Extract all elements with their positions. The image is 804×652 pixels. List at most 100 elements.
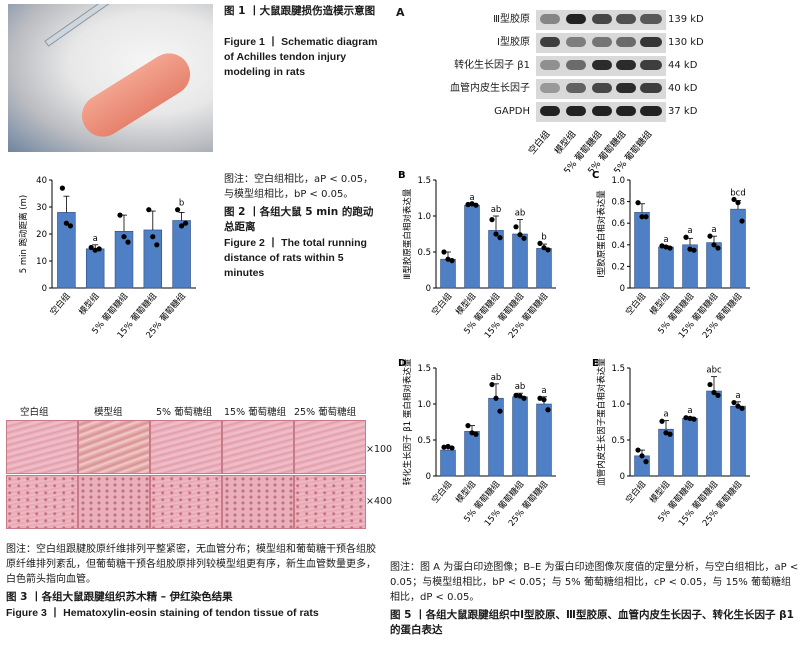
figure2-title-cn: 图 2 丨各组大鼠 5 min 的跑动总距离 — [224, 206, 374, 233]
he-image-15pct-100x — [222, 420, 294, 474]
y-tick-label: 1.5 — [611, 364, 625, 374]
significance-label: ab — [515, 382, 526, 392]
y-tick-label: 0 — [426, 284, 431, 294]
data-point — [175, 207, 181, 213]
data-point — [541, 245, 547, 251]
data-point — [707, 381, 713, 388]
data-point — [711, 242, 717, 248]
y-tick-label: 0.5 — [417, 436, 431, 446]
data-point — [154, 242, 160, 248]
mag-100x: ×100 — [366, 444, 393, 455]
data-point — [735, 403, 741, 409]
data-point — [493, 395, 499, 401]
bar — [85, 248, 105, 289]
significance-label: b — [541, 232, 546, 242]
blot-label-col1: Ⅰ型胶原 — [497, 37, 530, 48]
data-point — [473, 431, 479, 437]
x-tick-label: 空白组 — [48, 290, 73, 317]
blot-group-labels: 空白组 模型组 5% 葡萄糖组 15% 葡萄糖组 25% 葡萄糖组 — [526, 128, 655, 172]
blot-kd-gapdh: 37 kD — [668, 106, 698, 117]
significance-label: a — [541, 386, 546, 396]
data-point — [635, 200, 641, 206]
data-point — [711, 389, 717, 396]
data-point — [663, 430, 669, 436]
data-point — [545, 407, 551, 413]
data-point — [667, 245, 673, 251]
y-tick-label: 1.0 — [611, 400, 625, 410]
blot-kd-tgfb1: 44 kD — [668, 60, 698, 71]
data-point — [469, 430, 475, 436]
data-point — [691, 416, 697, 422]
data-point — [735, 200, 741, 206]
significance-label: a — [663, 235, 668, 245]
mag-400x: ×400 — [366, 496, 393, 507]
significance-label: a — [687, 226, 692, 236]
data-point — [537, 240, 543, 246]
y-tick-label: 20 — [36, 230, 47, 240]
data-point — [513, 224, 519, 230]
panel-letter: B — [398, 170, 406, 181]
rat-tail — [73, 45, 199, 145]
y-tick-label: 0.6 — [611, 219, 625, 229]
data-point — [88, 244, 94, 251]
data-point — [659, 418, 665, 424]
data-point — [117, 212, 123, 218]
data-point — [441, 249, 447, 255]
y-tick-label: 0.8 — [611, 198, 625, 208]
y-axis-label: Ⅲ型胶原蛋白相对表达量 — [402, 188, 413, 279]
data-point — [445, 256, 451, 262]
significance-label: a — [663, 410, 668, 420]
data-point — [537, 395, 543, 401]
data-point — [739, 218, 745, 224]
y-axis-label: 5 min 跑动距离 (m) — [18, 195, 29, 273]
bar — [658, 246, 674, 289]
he-col-4: 25% 葡萄糖组 — [294, 407, 357, 418]
he-col-1: 模型组 — [94, 407, 123, 418]
blot-kd-col1: 130 kD — [668, 37, 704, 48]
figure5-title-cn: 图 5 丨各组大鼠跟腱组织中Ⅰ型胶原、Ⅲ型胶原、血管内皮生长因子、转化生长因子 … — [390, 609, 794, 636]
data-point — [125, 239, 131, 245]
x-tick-label: 空白组 — [623, 478, 648, 505]
blot-image — [536, 10, 666, 122]
data-point — [517, 393, 523, 399]
bar — [440, 449, 456, 477]
bar — [706, 390, 722, 477]
data-point — [691, 247, 697, 253]
figure3-note: 图注：空白组跟腱胶原纤维排列平整紧密，无血管分布；模型组和葡萄糖干预各组胶原纤维… — [6, 544, 376, 585]
figure1-title-cn: 图 1 丨大鼠跟腱损伤造模示意图 — [224, 5, 376, 17]
x-tick-label: 空白组 — [429, 478, 454, 505]
y-axis-label: Ⅰ型胶原蛋白相对表达量 — [596, 190, 607, 278]
he-col-2: 5% 葡萄糖组 — [156, 407, 213, 418]
x-tick-label: 空白组 — [623, 290, 648, 317]
bar — [536, 403, 552, 477]
y-tick-label: 0 — [42, 284, 47, 294]
bar — [682, 418, 698, 477]
significance-label: a — [93, 234, 98, 244]
y-tick-label: 0.5 — [417, 248, 431, 258]
bar — [512, 233, 528, 289]
western-blot: Ⅲ型胶原 Ⅰ型胶原 转化生长因子 β1 血管内皮生长因子 GAPDH 139 k… — [400, 8, 800, 172]
data-point — [497, 235, 503, 241]
he-image-5pct-100x — [150, 420, 222, 474]
x-tick-label: 模型组 — [647, 290, 672, 317]
bar — [730, 208, 746, 289]
bar — [634, 455, 650, 477]
y-tick-label: 0.2 — [611, 262, 625, 272]
y-tick-label: 1.0 — [417, 400, 431, 410]
data-point — [663, 244, 669, 250]
y-tick-label: 0.5 — [611, 436, 625, 446]
panel-letter: C — [592, 170, 599, 181]
data-point — [715, 245, 721, 251]
data-point — [687, 415, 693, 421]
data-point — [473, 202, 479, 208]
data-point — [639, 214, 645, 220]
data-point — [469, 201, 475, 207]
data-point — [489, 217, 495, 223]
figure2-title-en: Figure 2 丨 The total running distance of… — [224, 237, 367, 279]
data-point — [635, 447, 641, 453]
figure3-title-cn: 图 3 丨各组大鼠跟腱组织苏木精 – 伊红染色结果 — [6, 591, 233, 603]
figure1-title-en: Figure 1 丨 Schematic diagram of Achilles… — [224, 36, 378, 78]
figure5-note: 图注：图 A 为蛋白印迹图像；B–E 为蛋白印迹图像灰度值的定量分析，与空白组相… — [390, 562, 799, 603]
bar — [114, 230, 134, 289]
